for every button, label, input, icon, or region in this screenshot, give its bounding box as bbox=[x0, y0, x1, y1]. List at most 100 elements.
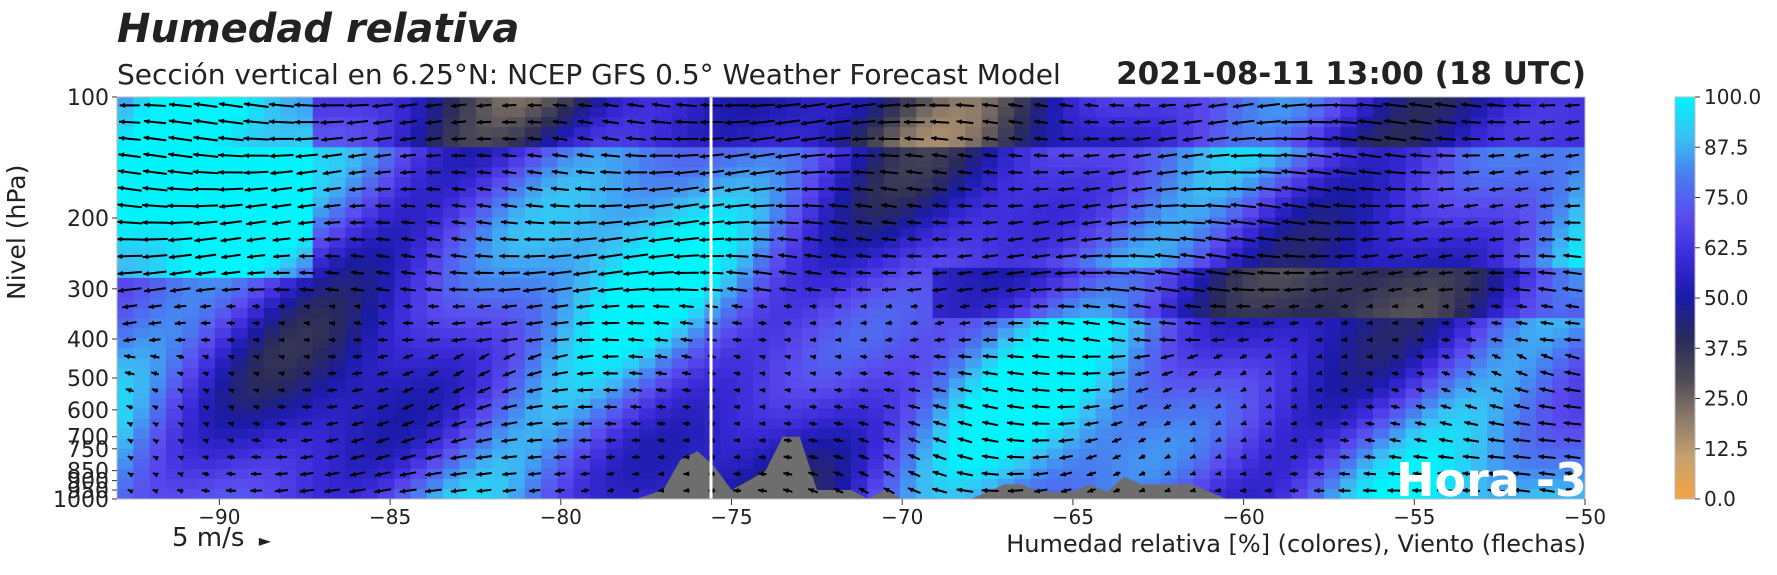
rh-cell bbox=[182, 378, 200, 390]
rh-cell bbox=[1372, 207, 1390, 219]
rh-cell bbox=[1340, 478, 1358, 490]
rh-cell bbox=[1177, 378, 1195, 390]
rh-cell bbox=[508, 287, 526, 299]
rh-cell bbox=[377, 398, 395, 410]
rh-cell bbox=[1144, 458, 1162, 470]
rh-cell bbox=[263, 127, 281, 138]
wind-arrow-head bbox=[1282, 202, 1288, 208]
rh-cell bbox=[1291, 177, 1309, 189]
rh-cell bbox=[1226, 328, 1244, 339]
wind-arrow-head bbox=[982, 119, 989, 125]
rh-cell bbox=[606, 398, 624, 410]
rh-cell bbox=[638, 378, 656, 390]
rh-cell bbox=[1111, 127, 1129, 138]
wind-arrow-head bbox=[1437, 186, 1444, 192]
rh-cell bbox=[655, 398, 673, 410]
wind-arrow-head bbox=[1539, 236, 1545, 242]
rh-cell bbox=[329, 227, 346, 239]
rh-cell bbox=[165, 398, 183, 410]
rh-cell bbox=[1209, 458, 1227, 470]
rh-cell bbox=[557, 257, 575, 269]
rh-cell bbox=[231, 478, 249, 490]
rh-cell bbox=[638, 207, 656, 219]
rh-cell bbox=[296, 428, 314, 440]
rh-cell bbox=[883, 147, 901, 158]
rh-cell bbox=[117, 488, 134, 499]
rh-cell bbox=[1275, 448, 1292, 460]
wind-arrow-head bbox=[1054, 287, 1060, 293]
rh-cell bbox=[655, 187, 673, 199]
wind-arrow-head bbox=[272, 237, 279, 243]
rh-cell bbox=[1079, 107, 1097, 118]
rh-cell bbox=[851, 298, 868, 309]
rh-cell bbox=[263, 318, 281, 329]
rh-cell bbox=[1046, 237, 1064, 249]
rh-cell bbox=[345, 428, 363, 440]
rh-cell bbox=[1177, 177, 1195, 189]
rh-cell bbox=[1340, 257, 1358, 269]
rh-cell bbox=[1177, 127, 1195, 138]
wind-arrow-head bbox=[552, 119, 559, 125]
rh-cell bbox=[1405, 428, 1423, 440]
rh-cell bbox=[377, 428, 395, 440]
wind-arrow-head bbox=[549, 220, 555, 226]
wind-arrow-head bbox=[349, 186, 355, 192]
rh-cell bbox=[443, 418, 461, 430]
rh-cell bbox=[981, 257, 999, 269]
rh-cell bbox=[377, 287, 395, 299]
rh-cell bbox=[1226, 358, 1244, 369]
rh-cell bbox=[182, 298, 200, 309]
rh-cell bbox=[182, 388, 200, 400]
rh-cell bbox=[492, 177, 510, 189]
rh-cell bbox=[671, 177, 689, 189]
rh-cell bbox=[573, 458, 591, 470]
wind-arrow-head bbox=[196, 287, 202, 293]
rh-cell bbox=[149, 398, 167, 410]
rh-cell bbox=[1519, 97, 1537, 108]
rh-cell bbox=[296, 207, 314, 219]
rh-cell bbox=[198, 358, 216, 369]
rh-cell bbox=[1030, 478, 1048, 490]
rh-cell bbox=[948, 368, 966, 379]
rh-cell bbox=[1324, 237, 1341, 249]
rh-cell bbox=[883, 137, 901, 148]
rh-cell bbox=[622, 468, 640, 480]
rh-cell bbox=[883, 298, 901, 309]
rh-cell bbox=[1226, 257, 1244, 269]
rh-cell bbox=[426, 338, 444, 349]
wind-arrow-head bbox=[1033, 152, 1040, 159]
rh-cell bbox=[606, 428, 624, 440]
rh-cell bbox=[965, 167, 983, 178]
rh-cell bbox=[1470, 408, 1488, 420]
rh-cell bbox=[1291, 207, 1309, 219]
rh-cell bbox=[524, 358, 542, 369]
rh-cell bbox=[296, 227, 314, 239]
rh-cell bbox=[590, 398, 607, 410]
rh-cell bbox=[932, 247, 950, 259]
rh-cell bbox=[1111, 247, 1129, 259]
rh-cell bbox=[1160, 428, 1178, 440]
rh-cell bbox=[1046, 127, 1064, 138]
wind-arrow-head bbox=[475, 253, 481, 259]
rh-cell bbox=[573, 448, 591, 460]
rh-cell bbox=[1111, 458, 1129, 470]
rh-cell bbox=[1324, 448, 1341, 460]
rh-cell bbox=[834, 418, 852, 430]
rh-cell bbox=[329, 328, 346, 339]
rh-cell bbox=[1503, 197, 1521, 209]
wind-arrow-head bbox=[1385, 186, 1391, 192]
rh-cell bbox=[459, 338, 477, 349]
rh-cell bbox=[1405, 388, 1423, 400]
rh-cell bbox=[1242, 378, 1260, 390]
rh-cell bbox=[149, 227, 167, 239]
rh-cell bbox=[1193, 308, 1211, 319]
rh-cell bbox=[492, 237, 510, 249]
rh-cell bbox=[1519, 398, 1537, 410]
rh-cell bbox=[1291, 338, 1309, 349]
rh-cell bbox=[883, 227, 901, 239]
rh-cell bbox=[443, 287, 461, 299]
rh-cell bbox=[1128, 308, 1146, 319]
rh-cell bbox=[867, 478, 885, 490]
wind-arrow-head bbox=[674, 286, 681, 292]
rh-cell bbox=[948, 217, 966, 229]
